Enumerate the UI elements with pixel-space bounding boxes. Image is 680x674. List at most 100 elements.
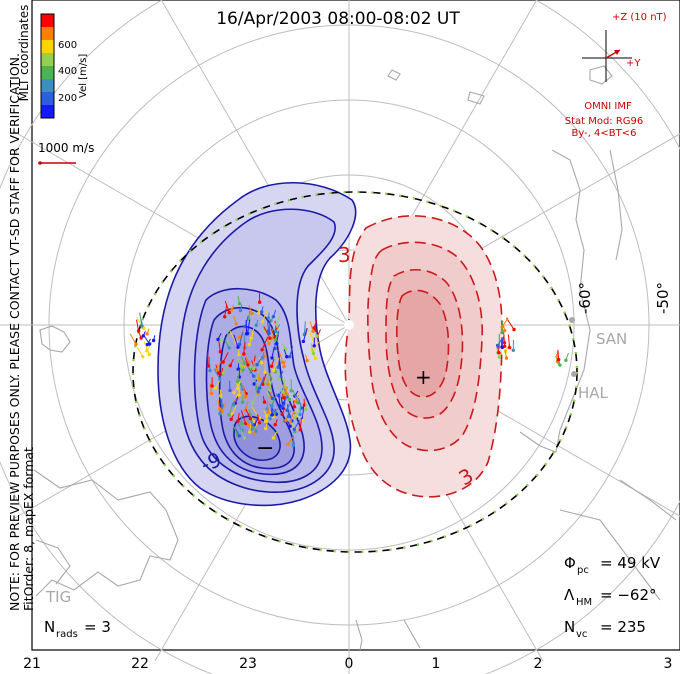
vector-origin [250,401,255,405]
colorbar-swatch [41,53,54,66]
vector-origin [264,414,269,418]
vector-origin [219,394,223,398]
vector-origin [229,417,233,421]
vector-origin [234,322,238,326]
vector-origin [252,374,256,378]
vector-origin [237,342,242,347]
velocity-vectors [129,293,569,447]
vector-origin [244,395,248,399]
colorbar-tick-400: 400 [58,66,77,77]
velocity-vector [501,317,509,328]
vector-origin [250,311,254,316]
vector-origin [139,336,143,340]
vector-origin [262,400,267,404]
vector-origin [260,356,265,360]
vector-origin [500,345,504,350]
vector-origin [237,335,242,339]
vector-origin [504,356,509,360]
vector-origin [497,355,501,359]
vector-origin [228,363,232,368]
vector-origin [263,354,267,358]
vector-origin [248,416,253,421]
vector-origin [242,436,247,440]
vector-origin [236,419,240,423]
lambda-hm-sub: HM [576,597,592,608]
vector-scale-origin [38,161,42,165]
velocity-vector [251,420,257,432]
vector-origin [270,396,275,401]
velocity-vector [278,349,284,363]
vector-origin [257,377,262,381]
colorbar-label: Vel [m/s] [78,54,89,98]
velocity-vector [136,346,144,357]
vector-origin [246,363,250,367]
vector-origin [241,368,245,373]
vector-origin [292,405,297,409]
velocity-vector [276,331,280,344]
vector-origin [301,418,305,423]
vector-origin [277,377,281,381]
velocity-vector [222,362,230,374]
velocity-vector [245,408,251,419]
velocity-vector [263,373,270,384]
velocity-vector [233,334,239,348]
vector-origin [237,393,241,397]
vector-origin [291,443,295,447]
vector-origin [140,324,144,328]
velocity-vector [239,331,244,345]
velocity-vector [301,406,305,420]
velocity-vector [283,379,285,393]
vector-origin [147,342,152,346]
colorbar-swatch [41,92,54,105]
vector-origin [276,365,280,369]
vector-origin [270,404,274,408]
velocity-vector [303,321,306,335]
velocity-vector [139,312,143,326]
vector-origin [268,416,272,421]
vector-origin [230,307,234,312]
velocity-vector [278,393,281,407]
vector-origin [214,367,219,372]
vector-origin [301,339,306,344]
phi-pc-symbol: Φ [564,554,576,572]
lat-label-50: -50° [654,282,672,314]
vector-origin [288,420,292,424]
velocity-vector [238,366,241,378]
colorbar-swatch [41,40,54,53]
vector-origin [248,430,252,434]
top-contour-label: 3 [338,243,351,267]
velocity-vector [497,335,505,346]
vector-origin [274,329,278,334]
vector-origin [147,352,151,357]
preview-note: NOTE: FOR PREVIEW PURPOSES ONLY. PLEASE … [7,51,36,611]
vector-origin [269,364,274,368]
vector-origin [255,386,259,390]
potential-max-marker: + [415,365,432,389]
vector-origin [503,328,507,333]
vector-origin [270,413,274,417]
velocity-vector [229,330,237,343]
vector-origin [256,389,260,394]
velocity-vector [507,334,511,348]
velocity-vector [283,386,288,397]
velocity-vector [262,371,267,385]
vector-origin [240,400,245,404]
vector-origin [209,391,214,396]
vector-origin [247,342,251,347]
velocity-vector [506,317,515,330]
vector-origin [305,358,309,363]
lambda-hm-symbol: Λ [564,586,575,604]
vector-origin [558,363,562,367]
imf-dial [582,30,632,82]
vector-origin [267,341,271,346]
vector-origin [271,368,276,373]
vector-origin [260,310,264,314]
vector-origin [271,436,276,440]
station-label-san: SAN [596,330,627,348]
vector-origin [231,403,236,407]
vector-origin [260,320,265,324]
vector-origin [210,384,214,388]
vector-origin [216,337,220,342]
coastlines [33,65,677,651]
vector-origin [278,404,282,408]
